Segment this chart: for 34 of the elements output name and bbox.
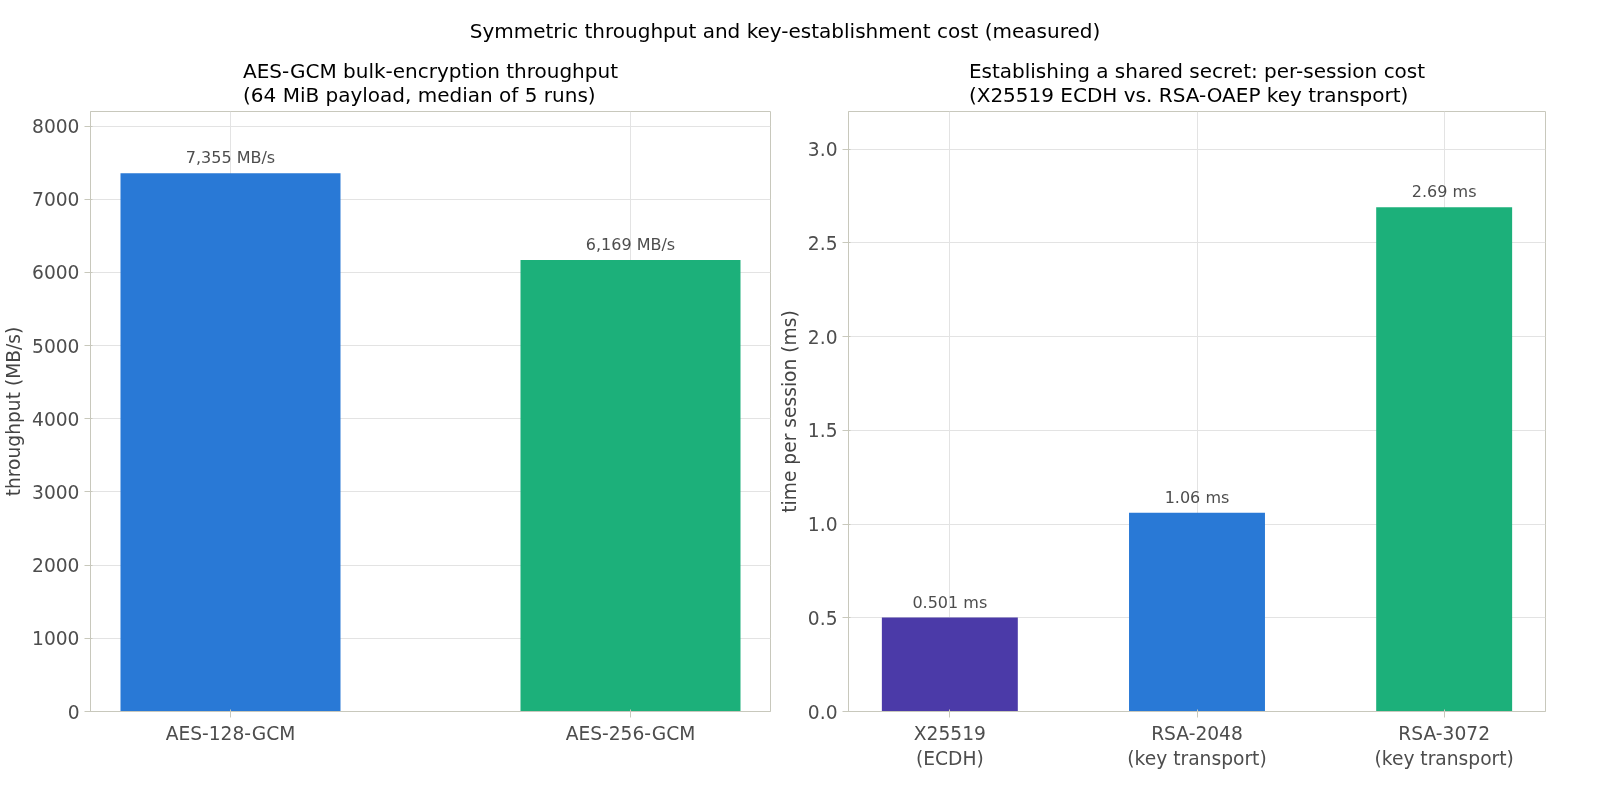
y-tick-label: 8000 [32, 115, 80, 137]
y-tick-label: 2000 [32, 554, 80, 576]
y-tick-label: 1.0 [807, 513, 838, 535]
x-tick-label: AES-256-GCM [565, 722, 696, 744]
y-tick-label: 0.0 [807, 701, 838, 723]
y-tick-label: 1000 [32, 627, 80, 649]
y-tick-label: 7000 [32, 188, 80, 210]
y-tick-label: 2.0 [807, 326, 838, 348]
y-tick-label: 0.5 [807, 607, 838, 629]
y-tick-label: 3000 [32, 481, 80, 503]
x-tick-label: RSA-3072 (key transport) [1374, 722, 1514, 769]
data-label: 2.69 ms [1411, 181, 1477, 201]
y-tick-label: 1.5 [807, 419, 838, 441]
bar [881, 617, 1018, 712]
x-tick-label: AES-128-GCM [165, 722, 296, 744]
data-label: 7,355 MB/s [185, 147, 276, 167]
chart-title: AES-GCM bulk-encryption throughput (64 MiB payload, median of 5 runs) [243, 58, 619, 107]
data-label: 1.06 ms [1164, 487, 1230, 507]
y-axis-title: time per session (ms) [778, 309, 800, 513]
data-label: 6,169 MB/s [585, 234, 676, 254]
y-tick-label: 0 [67, 701, 80, 723]
text: Symmetric throughput and key-establishment cost (measured) [469, 18, 1101, 45]
y-tick-label: 5000 [32, 335, 80, 357]
chart-title: Establishing a shared secret: per-session cost (X25519 ECDH vs. RSA-OAEP key transport) [968, 58, 1426, 107]
y-tick-label: 6000 [32, 262, 80, 284]
data-label: 0.501 ms [912, 592, 988, 612]
y-axis-title: throughput (MB/s) [3, 326, 25, 496]
x-tick-label: X25519 (ECDH) [913, 722, 986, 769]
y-tick-label: 4000 [32, 408, 80, 430]
y-tick-label: 3.0 [807, 138, 838, 160]
y-tick-label: 2.5 [807, 232, 838, 254]
bar [1129, 512, 1265, 712]
x-tick-label: RSA-2048 (key transport) [1127, 722, 1267, 769]
bar [1376, 206, 1513, 712]
